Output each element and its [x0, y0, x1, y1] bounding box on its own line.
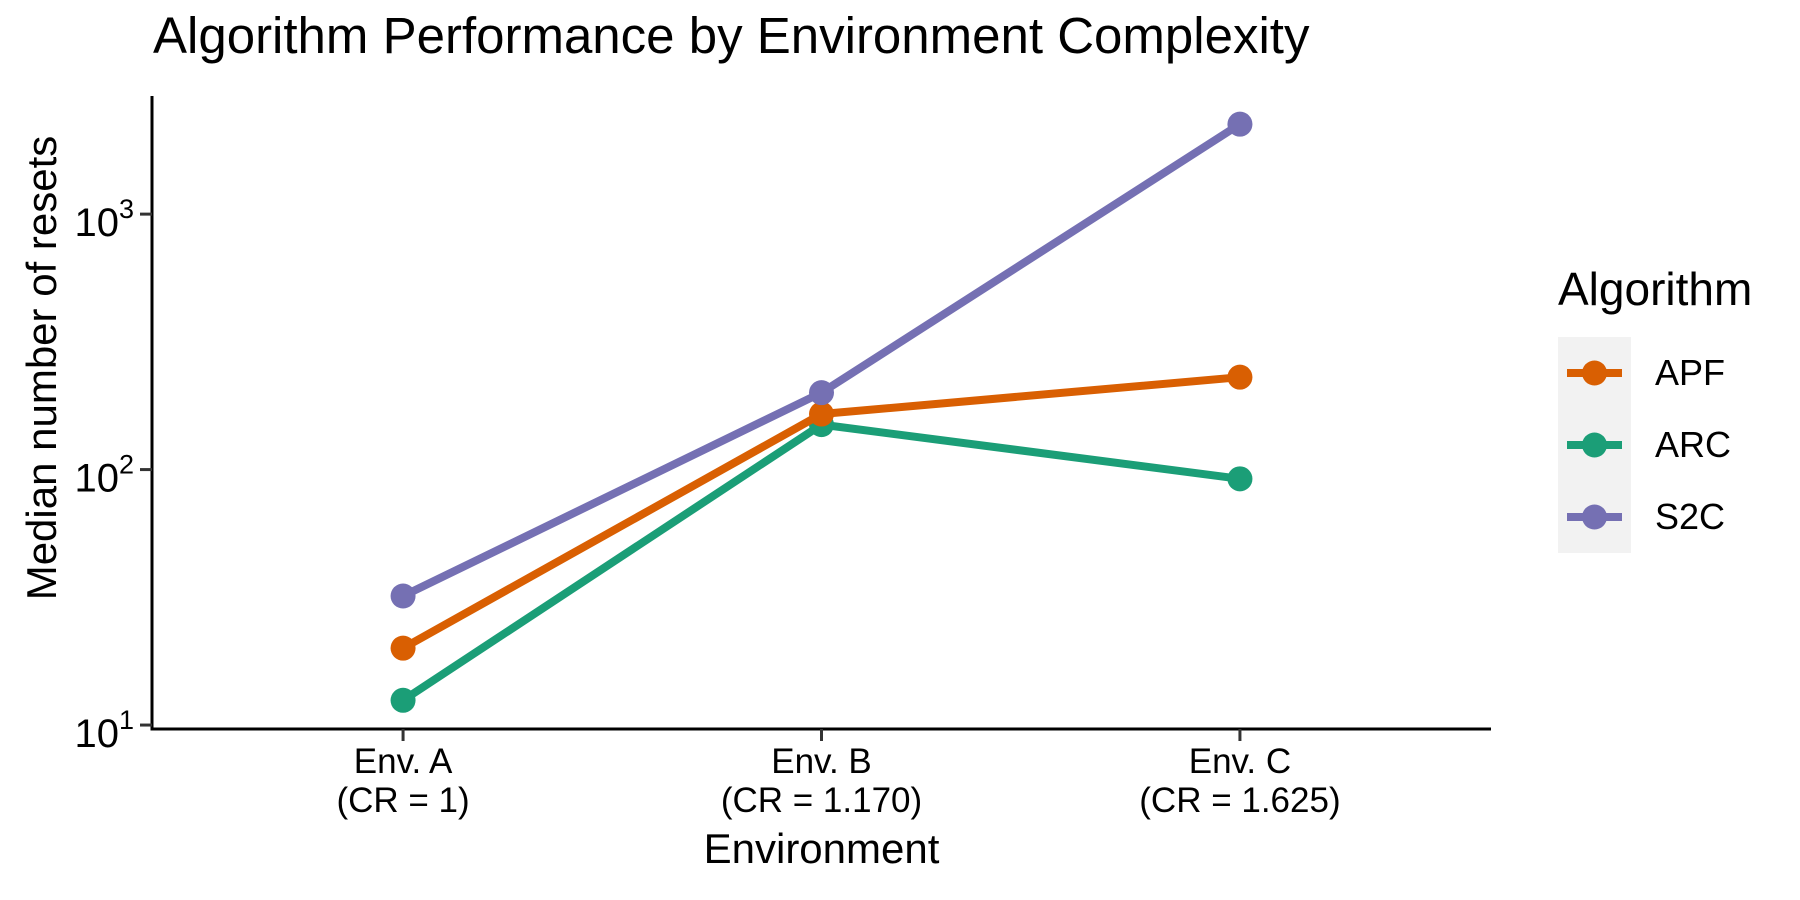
legend-key-icon-apf: [1558, 337, 1631, 409]
chart-title: Algorithm Performance by Environment Com…: [153, 7, 1310, 64]
series-line-arc: [399, 420, 1244, 705]
legend-label: APF: [1655, 352, 1726, 393]
x-tick-label: Env. B (CR = 1.170): [721, 742, 922, 820]
y-tick-exponent: 1: [119, 705, 134, 735]
x-axis-title: Environment: [703, 825, 940, 872]
legend-key-icon-arc: [1558, 409, 1631, 481]
y-tick-base: 10: [74, 201, 119, 245]
legend-title: Algorithm: [1558, 263, 1753, 315]
x-tick-category: Env. C: [1189, 742, 1291, 781]
x-tick-cr: (CR = 1): [336, 781, 469, 820]
legend-key-point: [1582, 504, 1607, 530]
x-tick-category: Env. B: [771, 742, 872, 781]
legend-label: ARC: [1655, 424, 1732, 465]
data-point-arc-env-a: [390, 687, 416, 713]
legend-key-point: [1582, 432, 1607, 458]
legend-entries: APF ARC S2C: [1558, 337, 1752, 553]
legend: Algorithm APF ARC S2C: [1558, 266, 1752, 553]
y-tick-label: 103: [74, 194, 134, 245]
x-tick-category: Env. A: [354, 742, 453, 781]
x-tick-cr: (CR = 1.625): [1139, 781, 1340, 820]
legend-entry-apf: APF: [1558, 337, 1752, 409]
y-tick-label: 102: [74, 450, 134, 501]
legend-entry-arc: ARC: [1558, 409, 1752, 481]
legend-key-icon-s2c: [1558, 481, 1631, 553]
x-tick-label: Env. C (CR = 1.625): [1139, 742, 1340, 820]
y-tick-base: 10: [74, 457, 119, 501]
y-tick-base: 10: [74, 712, 119, 756]
legend-label: S2C: [1655, 496, 1726, 537]
legend-entry-s2c: S2C: [1558, 481, 1752, 553]
x-tick-label: Env. A (CR = 1): [336, 742, 469, 820]
data-point-apf-env-a: [390, 635, 416, 661]
data-point-apf-env-c: [1227, 364, 1253, 390]
data-point-s2c-env-b: [809, 380, 834, 406]
y-tick-exponent: 2: [119, 450, 134, 480]
data-point-apf-env-b: [809, 401, 834, 427]
series-line-s2c: [399, 120, 1244, 601]
data-point-arc-env-c: [1227, 466, 1253, 492]
y-tick-exponent: 3: [119, 194, 134, 224]
data-point-s2c-env-c: [1227, 111, 1253, 137]
y-tick-label: 101: [74, 705, 134, 756]
legend-key-point: [1582, 360, 1607, 386]
data-point-s2c-env-a: [390, 583, 416, 609]
x-tick-cr: (CR = 1.170): [721, 781, 922, 820]
